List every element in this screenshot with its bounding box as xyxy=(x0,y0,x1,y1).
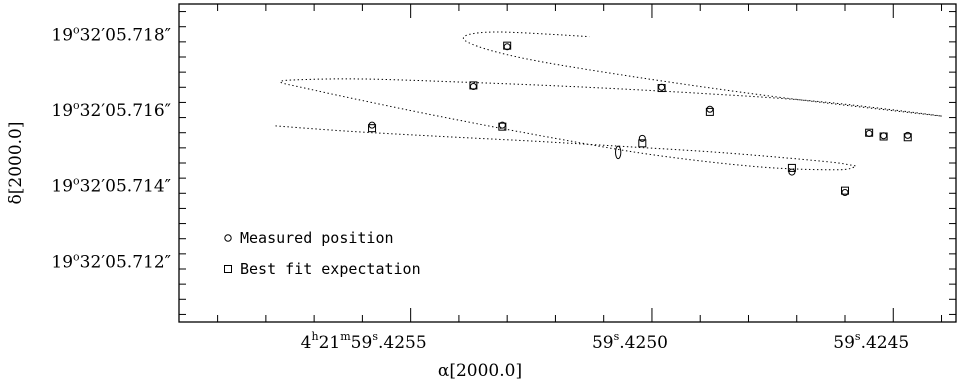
best-fit-marker xyxy=(503,41,512,50)
best-fit-marker xyxy=(498,122,507,131)
best-fit-marker xyxy=(368,124,377,133)
x-tick-labels: 4h21m59s.4255 59s.4250 59s.4245 xyxy=(301,330,910,353)
model-curve xyxy=(275,31,943,171)
y-tick-label: 19o32′05.716″ xyxy=(51,99,171,121)
best-fit-marker xyxy=(879,132,888,141)
legend-circle-marker xyxy=(224,234,232,242)
legend-label-measured: Measured position xyxy=(240,229,394,247)
y-tick-labels: 19o32′05.718″ 19o32′05.716″ 19o32′05.714″ 1… xyxy=(51,23,171,272)
x-tick-label: 59s.4245 xyxy=(833,330,909,353)
legend-label-bestfit: Best fit expectation xyxy=(240,260,421,278)
measured-position-marker xyxy=(865,129,873,137)
best-fit-marker xyxy=(841,186,849,195)
best-fit-marker xyxy=(903,133,912,142)
best-fit-marker xyxy=(657,84,666,93)
measured-position-marker xyxy=(788,168,796,176)
data-markers xyxy=(368,41,912,197)
measured-position-marker xyxy=(706,105,714,113)
x-tick-label: 4h21m59s.4255 xyxy=(301,330,427,353)
best-fit-marker xyxy=(705,107,714,116)
error-ellipse xyxy=(615,145,622,160)
measured-position-marker xyxy=(638,134,646,142)
axis-ticks xyxy=(179,4,956,322)
best-fit-marker xyxy=(469,81,478,90)
best-fit-marker xyxy=(865,128,874,137)
y-tick-label: 19o32′05.714″ xyxy=(51,175,171,197)
legend: Measured position Best fit expectation xyxy=(224,229,421,278)
x-tick-label: 59s.4250 xyxy=(592,330,668,353)
measured-position-marker xyxy=(658,83,666,91)
y-tick-label: 19o32′05.712″ xyxy=(51,250,171,272)
legend-square-marker xyxy=(224,265,232,273)
y-tick-label: 19o32′05.718″ xyxy=(51,23,171,45)
measured-position-marker xyxy=(880,132,888,140)
best-fit-marker xyxy=(638,139,647,148)
y-axis-label: δ[2000.0] xyxy=(6,122,26,205)
x-axis-label: α[2000.0] xyxy=(438,361,522,381)
best-fit-marker xyxy=(787,163,796,172)
